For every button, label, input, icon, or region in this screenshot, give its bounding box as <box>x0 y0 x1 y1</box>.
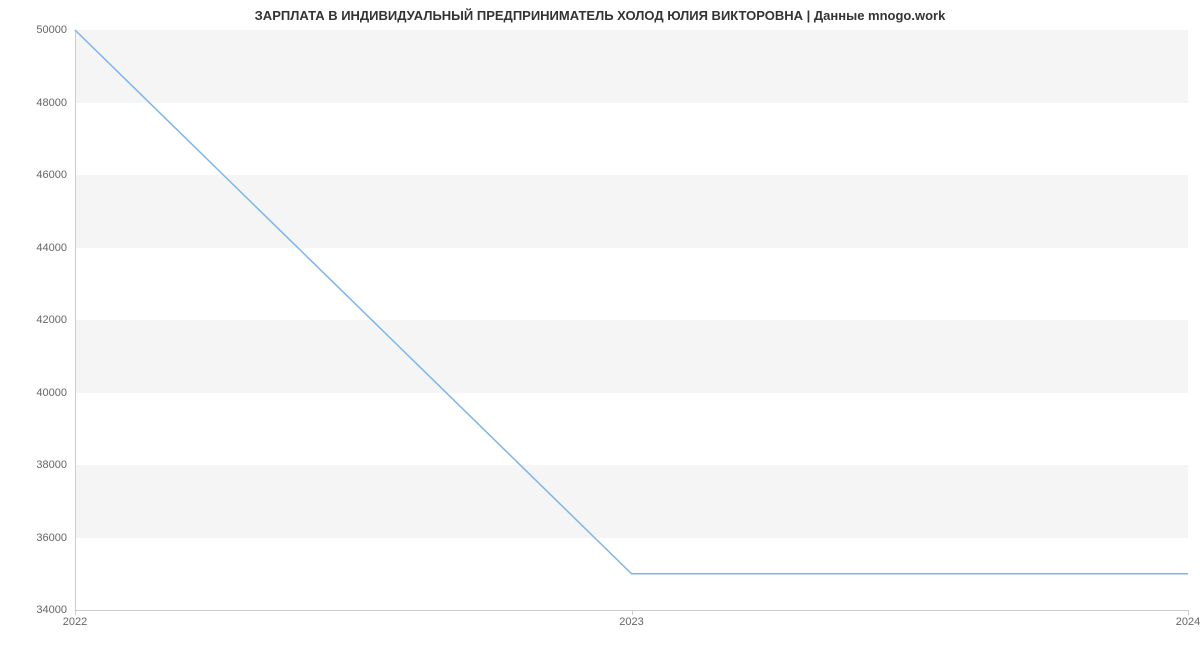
y-tick-label: 46000 <box>36 169 75 181</box>
x-tick-label: 2024 <box>1176 610 1200 628</box>
y-tick-label: 40000 <box>36 387 75 399</box>
series-line-salary <box>75 30 1188 574</box>
salary-line-chart: ЗАРПЛАТА В ИНДИВИДУАЛЬНЫЙ ПРЕДПРИНИМАТЕЛ… <box>0 0 1200 650</box>
y-tick-label: 36000 <box>36 532 75 544</box>
y-tick-label: 42000 <box>36 314 75 326</box>
y-tick-label: 38000 <box>36 459 75 471</box>
x-tick-label: 2022 <box>63 610 87 628</box>
plot-area: 3400036000380004000042000440004600048000… <box>75 30 1188 610</box>
y-tick-label: 48000 <box>36 97 75 109</box>
x-tick-label: 2023 <box>619 610 643 628</box>
y-tick-label: 50000 <box>36 24 75 36</box>
chart-title: ЗАРПЛАТА В ИНДИВИДУАЛЬНЫЙ ПРЕДПРИНИМАТЕЛ… <box>0 8 1200 23</box>
line-layer <box>75 30 1188 610</box>
y-tick-label: 44000 <box>36 242 75 254</box>
